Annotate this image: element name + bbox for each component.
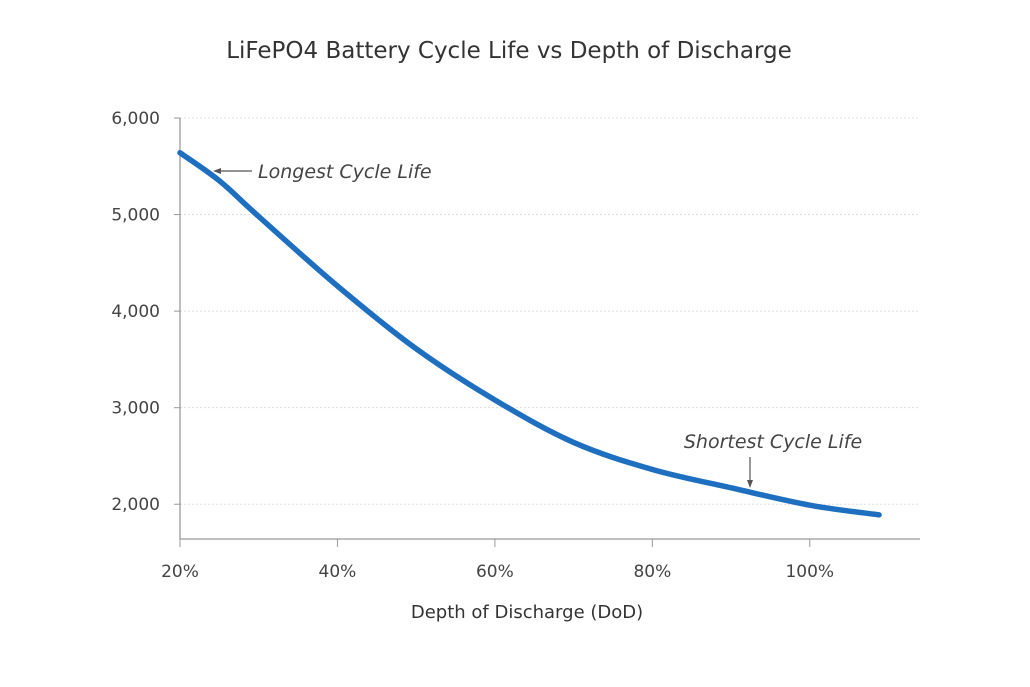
y-tick-label: 2,000 <box>111 495 160 515</box>
y-tick-label: 3,000 <box>111 399 160 419</box>
x-ticks: 20% 40% 60% 80% 100% <box>161 539 834 582</box>
series-line-cycle-life <box>177 150 882 518</box>
annotation-shortest: Shortest Cycle Life <box>684 431 862 453</box>
longest-arrowhead <box>213 168 221 174</box>
x-tick-label: 60% <box>476 562 514 582</box>
x-axis-label: Depth of Discharge (DoD) <box>411 602 643 623</box>
y-tick-label: 6,000 <box>111 109 160 129</box>
chart-title: LiFePO4 Battery Cycle Life vs Depth of D… <box>226 38 792 64</box>
y-tick-label: 5,000 <box>111 206 160 226</box>
x-tick-label: 20% <box>161 562 199 582</box>
y-ticks: 2,000 3,000 4,000 5,000 6,000 <box>111 109 180 515</box>
annotations: Longest Cycle Life Shortest Cycle Life <box>213 161 862 488</box>
x-tick-label: 100% <box>785 562 834 582</box>
x-tick-label: 40% <box>319 562 357 582</box>
annotation-longest: Longest Cycle Life <box>258 161 432 183</box>
shortest-arrowhead <box>747 480 753 488</box>
y-tick-label: 4,000 <box>111 302 160 322</box>
x-tick-label: 80% <box>633 562 671 582</box>
